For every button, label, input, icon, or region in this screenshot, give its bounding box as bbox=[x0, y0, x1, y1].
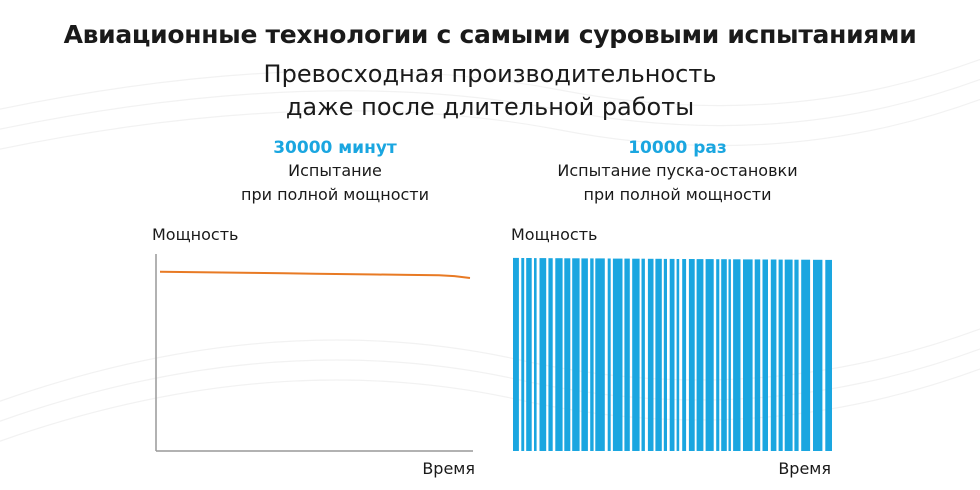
start-stop-bar bbox=[754, 259, 761, 451]
start-stop-bar bbox=[696, 259, 704, 451]
right-xlabel: Время bbox=[778, 459, 831, 478]
start-stop-bar bbox=[513, 257, 519, 451]
start-stop-bar bbox=[716, 259, 720, 451]
page-subtitle-line2: даже после длительной работы bbox=[285, 93, 695, 121]
start-stop-bar bbox=[572, 258, 580, 451]
start-stop-bar bbox=[607, 258, 611, 451]
start-stop-bar bbox=[555, 258, 563, 451]
right-description-line1: Испытание пуска-остановки bbox=[557, 161, 798, 180]
left-description-line2: при полной мощности bbox=[240, 185, 429, 204]
start-stop-bar bbox=[688, 259, 695, 451]
page-title: Авиационные технологии с самыми суровыми… bbox=[63, 20, 917, 49]
start-stop-bar bbox=[669, 258, 675, 451]
power-series-line bbox=[159, 270, 471, 279]
start-stop-bar bbox=[733, 259, 741, 451]
start-stop-bar bbox=[813, 259, 823, 451]
start-stop-bar bbox=[624, 258, 630, 451]
start-stop-bar bbox=[595, 258, 605, 451]
start-stop-bar bbox=[705, 259, 714, 451]
start-stop-bar bbox=[825, 259, 832, 451]
start-stop-bar bbox=[743, 259, 753, 451]
start-stop-bar bbox=[728, 259, 731, 451]
start-stop-bar bbox=[548, 258, 553, 451]
start-stop-bar bbox=[778, 259, 783, 451]
start-stop-bar bbox=[521, 258, 525, 451]
right-highlight: 10000 раз bbox=[628, 138, 727, 158]
left-ylabel: Мощность bbox=[152, 225, 238, 244]
start-stop-bar bbox=[632, 258, 640, 451]
start-stop-bar bbox=[784, 259, 793, 451]
right-description-line2: при полной мощности bbox=[583, 185, 772, 204]
start-stop-bar bbox=[647, 258, 654, 451]
start-stop-bar bbox=[762, 259, 768, 451]
start-stop-bar bbox=[676, 259, 680, 451]
start-stop-bar bbox=[682, 259, 687, 451]
start-stop-bar bbox=[534, 258, 537, 451]
page-subtitle-line1: Превосходная производительность bbox=[263, 60, 717, 88]
start-stop-bar bbox=[721, 259, 727, 451]
start-stop-bar bbox=[526, 258, 532, 451]
right-panel-heading: 10000 раз Испытание пуска-остановки при … bbox=[530, 137, 825, 207]
power-line-chart: Мощность Время bbox=[152, 225, 475, 478]
start-stop-bar-chart: Мощность Время bbox=[511, 225, 832, 478]
start-stop-bar bbox=[663, 258, 667, 451]
start-stop-bar bbox=[655, 258, 662, 451]
start-stop-bar bbox=[581, 258, 588, 451]
start-stop-bar bbox=[539, 258, 547, 451]
start-stop-bar bbox=[770, 259, 777, 451]
start-stop-bar bbox=[590, 258, 594, 451]
start-stop-bar bbox=[801, 259, 811, 451]
left-highlight: 30000 минут bbox=[273, 138, 397, 158]
start-stop-bar bbox=[564, 258, 571, 451]
start-stop-bar bbox=[794, 259, 799, 451]
start-stop-bar bbox=[641, 258, 645, 451]
left-description-line1: Испытание bbox=[288, 161, 382, 180]
left-panel-heading: 30000 минут Испытание при полной мощност… bbox=[190, 137, 480, 207]
start-stop-bars bbox=[513, 257, 832, 451]
start-stop-bar bbox=[612, 258, 623, 451]
right-ylabel: Мощность bbox=[511, 225, 597, 244]
left-xlabel: Время bbox=[422, 459, 475, 478]
